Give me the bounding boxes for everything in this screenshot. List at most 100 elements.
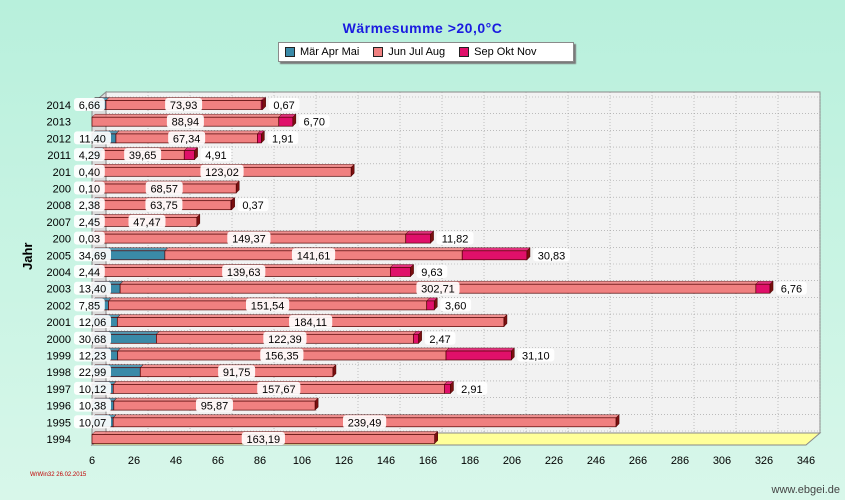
y-tick-label: 2007	[47, 217, 71, 229]
value-label-spring: 10,38	[79, 401, 107, 413]
bar-top-face	[461, 247, 531, 252]
legend-swatch-spring	[285, 47, 295, 57]
value-label-spring-bg	[74, 98, 105, 111]
value-label-spring-bg	[74, 164, 105, 178]
bar-top-face	[405, 230, 435, 235]
value-label-summer: 302,71	[421, 284, 455, 296]
value-label-spring: 12,06	[79, 317, 107, 329]
value-label-autumn-bg	[267, 131, 299, 145]
bar-segment	[461, 250, 528, 261]
value-label-autumn: 30,83	[538, 250, 566, 262]
x-tick-label: 186	[461, 455, 479, 467]
x-tick-label: 166	[419, 455, 437, 467]
legend-label-autumn: Sep Okt Nov	[474, 46, 537, 58]
bar-end-cap	[511, 347, 515, 361]
bar-end-cap	[314, 397, 319, 411]
y-tick-label: 2004	[47, 267, 71, 279]
value-label-spring-bg	[74, 298, 105, 312]
value-label-autumn-bg	[436, 231, 474, 245]
value-label-spring: 0,40	[79, 167, 100, 179]
value-label-spring-bg	[74, 315, 111, 329]
y-tick-label: 2000	[47, 334, 71, 346]
value-label-autumn: 6,70	[304, 117, 325, 129]
x-tick-label: 306	[713, 455, 731, 467]
bar-end-cap	[615, 414, 620, 428]
legend-item-autumn: Sep Okt Nov	[459, 46, 537, 58]
bar-end-cap	[231, 197, 235, 211]
value-label-summer-bg	[165, 98, 203, 111]
bar-end-cap	[434, 430, 438, 445]
value-label-summer-bg	[166, 114, 204, 128]
value-label-summer-bg	[145, 198, 183, 212]
bar-segment	[389, 267, 411, 277]
legend-label-spring: Mär Apr Mai	[300, 46, 360, 58]
value-label-summer: 68,57	[150, 184, 178, 196]
value-label-summer: 184,11	[294, 317, 327, 329]
legend-label-summer: Jun Jul Aug	[388, 46, 446, 58]
value-label-summer-bg	[195, 398, 233, 412]
x-tick-label: 126	[335, 455, 353, 467]
legend-swatch-autumn	[459, 47, 470, 57]
bar-end-cap	[194, 146, 198, 161]
y-tick-label: 1999	[47, 351, 71, 363]
value-label-spring: 34,69	[79, 250, 107, 262]
y-tick-label: 2001	[47, 317, 71, 329]
value-label-spring: 12,23	[79, 351, 107, 363]
legend-item-spring: Mär Apr Mai	[285, 46, 359, 58]
value-label-summer: 73,93	[170, 100, 198, 112]
bar-end-cap	[292, 113, 297, 127]
bar-end-cap	[418, 330, 422, 344]
value-label-autumn-bg	[532, 248, 570, 262]
value-label-summer-bg	[343, 415, 387, 429]
value-label-spring: 2,38	[79, 200, 100, 212]
value-label-autumn: 0,37	[242, 200, 263, 212]
legend-item-summer: Jun Jul Aug	[373, 46, 445, 58]
x-tick-label: 246	[587, 455, 605, 467]
value-label-spring-bg	[74, 198, 105, 212]
bar-segment	[413, 333, 419, 344]
value-label-summer-bg	[145, 181, 183, 195]
value-label-spring-bg	[74, 231, 105, 245]
value-label-autumn-bg	[776, 281, 807, 295]
value-label-autumn: 2,47	[429, 334, 450, 346]
value-label-summer: 151,54	[251, 300, 285, 312]
y-tick-label: 200	[53, 234, 71, 246]
value-label-spring-bg	[74, 398, 111, 412]
value-label-summer: 67,34	[173, 133, 201, 145]
value-label-spring: 10,12	[79, 384, 107, 396]
value-label-summer-bg	[200, 164, 244, 178]
y-tick-label: 1996	[47, 401, 71, 413]
value-label-spring-bg	[74, 365, 111, 379]
value-label-spring-bg	[74, 265, 105, 278]
value-label-spring: 10,07	[79, 417, 107, 429]
x-tick-label: 86	[254, 455, 266, 467]
value-label-autumn: 31,10	[522, 351, 550, 363]
value-label-autumn-bg	[424, 331, 456, 345]
value-label-summer: 95,87	[201, 401, 229, 413]
bar-top-face	[445, 347, 515, 352]
value-label-summer-bg	[124, 148, 162, 162]
value-label-spring: 22,99	[79, 367, 107, 379]
value-label-summer: 163,19	[247, 434, 281, 446]
value-label-autumn-bg	[237, 198, 269, 212]
value-label-summer: 122,39	[268, 334, 302, 346]
value-label-summer-bg	[260, 348, 304, 362]
value-label-spring-bg	[74, 248, 111, 262]
legend-swatch-summer	[373, 47, 384, 57]
value-label-autumn: 6,76	[781, 284, 802, 296]
y-tick-label: 200	[53, 184, 71, 196]
value-label-summer: 239,49	[348, 417, 382, 429]
value-label-spring: 11,40	[79, 133, 106, 145]
bar-segment	[405, 233, 431, 244]
bar-end-cap	[503, 313, 508, 328]
value-label-spring: 2,44	[79, 267, 100, 279]
value-label-spring: 0,03	[79, 234, 100, 246]
value-label-summer: 157,67	[262, 384, 296, 396]
x-tick-label: 346	[797, 455, 815, 467]
y-tick-label: 2013	[47, 117, 71, 129]
x-tick-label: 226	[545, 455, 563, 467]
y-tick-label: 2008	[47, 200, 71, 212]
y-tick-label: 1995	[47, 417, 71, 429]
value-label-spring-bg	[74, 381, 111, 395]
